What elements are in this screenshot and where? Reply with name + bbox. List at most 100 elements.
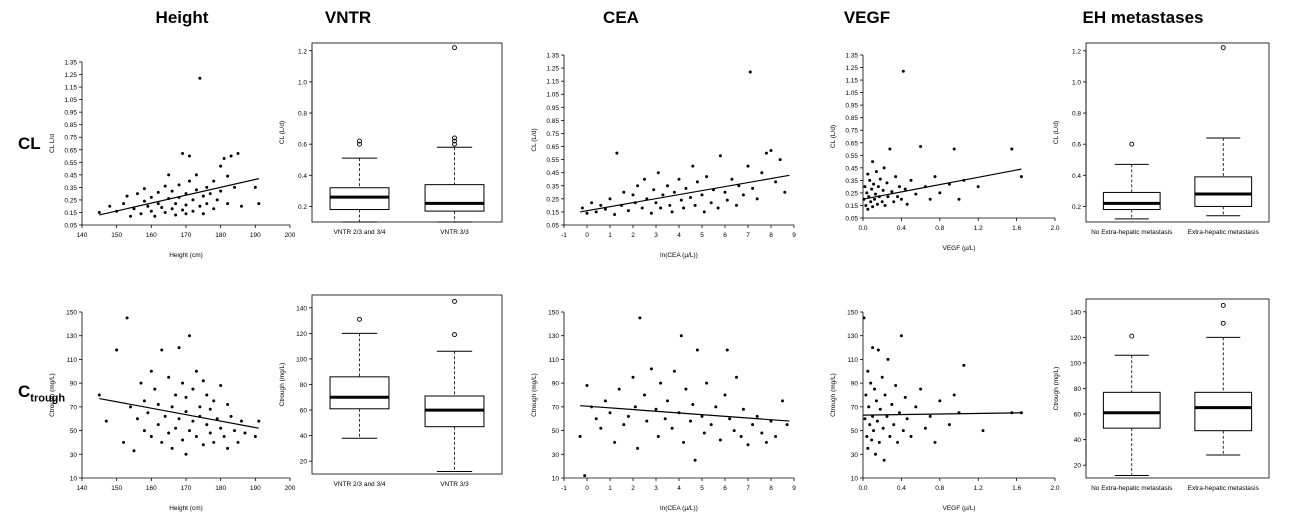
y-tick-label: 1.05 [845, 90, 858, 97]
data-point [868, 178, 872, 182]
data-point [156, 190, 160, 194]
data-point [139, 381, 143, 385]
y-tick-label: 70 [70, 404, 78, 411]
y-tick-label: 1.25 [64, 72, 77, 79]
y-tick-label: 80 [300, 382, 308, 389]
data-point [764, 440, 768, 444]
data-point [890, 402, 894, 406]
category-label: VNTR 2/3 and 3/4 [333, 229, 385, 236]
data-point [636, 184, 640, 188]
data-point [976, 185, 980, 189]
x-tick-label: 160 [146, 232, 157, 239]
data-point [914, 192, 918, 196]
data-point [725, 198, 729, 202]
data-point [146, 204, 150, 208]
plot-frame [311, 42, 503, 223]
data-point [691, 164, 695, 168]
data-point [599, 203, 603, 207]
data-point [219, 426, 223, 430]
trend-line [862, 412, 1022, 416]
data-point [886, 357, 890, 361]
chart-ct-vegf: 10 30 50 70 90 110 130 150 Ctrough (mg/L) 0.0 0.4 0… [830, 310, 1060, 513]
y-tick-label: 1.0 [298, 79, 307, 86]
data-point [219, 189, 223, 193]
row-label-ctrough-main: C [18, 382, 31, 401]
data-point [880, 200, 884, 204]
y-tick-label: 130 [66, 333, 77, 340]
data-point [580, 206, 584, 210]
chart-cl-vegf: 0.05 0.15 0.25 0.35 0.45 0.55 0.65 0.75 0.85 0.95… [830, 53, 1060, 253]
data-point [149, 195, 153, 199]
trend-line [579, 174, 790, 213]
x-tick-label: -1 [561, 485, 567, 492]
y-axis-label: Ctrough (mg/L) [49, 373, 56, 417]
y-tick-label: 0.65 [546, 144, 559, 151]
data-point [876, 348, 880, 352]
y-axis-label: Ctrough (mg/L) [279, 363, 286, 407]
data-point [160, 205, 164, 209]
data-point [585, 384, 589, 388]
data-point [933, 175, 937, 179]
data-point [865, 435, 869, 438]
y-tick-label: 1.05 [64, 97, 77, 104]
data-point [656, 435, 660, 438]
data-point [201, 443, 205, 447]
x-axis-label: ln(CEA (µ/L)) [660, 252, 698, 259]
data-point [760, 171, 764, 175]
data-point [888, 435, 892, 438]
y-tick-label: 90 [552, 381, 560, 388]
data-point [899, 197, 903, 201]
y-tick-label: 1.05 [546, 92, 559, 99]
data-point [868, 423, 872, 427]
data-point [170, 446, 174, 450]
data-point [208, 407, 212, 411]
data-point [652, 188, 656, 192]
data-point [903, 395, 907, 399]
data-point [177, 183, 181, 187]
x-axis-label: ln(CEA (µ/L)) [660, 505, 698, 512]
y-tick-label: 0.55 [845, 153, 858, 160]
data-point [668, 203, 672, 207]
y-tick-label: 0.8 [1072, 111, 1081, 118]
data-point [181, 438, 185, 442]
data-point [219, 384, 223, 388]
data-point [170, 189, 174, 193]
y-tick-label: 0.05 [64, 223, 77, 230]
data-point [129, 214, 133, 218]
data-point [174, 202, 178, 206]
y-tick-label: 50 [851, 428, 859, 435]
y-tick-label: 0.75 [64, 135, 77, 142]
y-tick-label: 0.75 [546, 131, 559, 138]
data-point [645, 419, 649, 423]
data-point [714, 405, 718, 409]
y-tick-label: 0.05 [845, 216, 858, 223]
data-point [901, 69, 905, 73]
data-point [677, 177, 681, 181]
data-point [194, 435, 198, 438]
data-point [156, 202, 160, 206]
data-point [728, 417, 732, 421]
y-tick-label: 140 [1070, 309, 1081, 316]
x-tick-label: 2 [631, 485, 635, 492]
data-point [97, 393, 101, 397]
y-tick-label: 40 [1074, 437, 1082, 444]
data-point [870, 187, 874, 191]
x-tick-label: 1 [608, 232, 612, 239]
data-point [184, 395, 188, 399]
y-tick-label: 0.4 [1072, 173, 1081, 180]
trend-line [99, 178, 259, 216]
data-point [201, 379, 205, 383]
data-point [226, 174, 230, 178]
data-point [897, 185, 901, 189]
data-point [689, 196, 692, 200]
data-point [198, 405, 202, 409]
data-point [205, 423, 209, 427]
data-point [919, 387, 923, 391]
y-tick-label: 30 [70, 452, 78, 459]
data-point [872, 429, 876, 433]
y-tick-label: 1.35 [845, 53, 858, 60]
data-point [878, 407, 882, 411]
data-point [205, 185, 209, 189]
outlier-point [357, 141, 362, 147]
data-point [191, 198, 195, 202]
